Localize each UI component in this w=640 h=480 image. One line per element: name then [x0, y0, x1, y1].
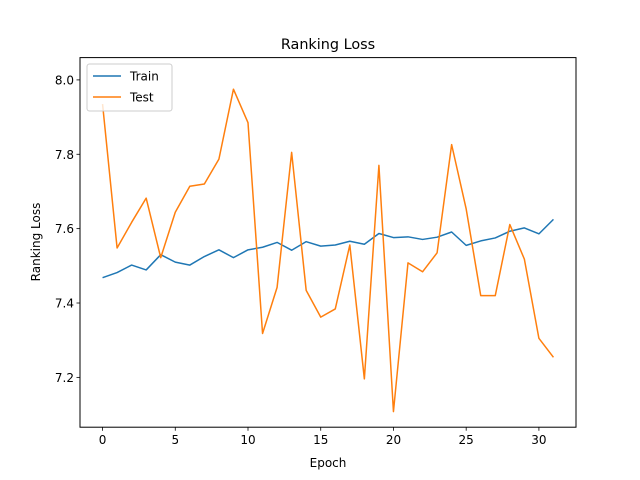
legend-label-train: Train	[129, 70, 159, 84]
y-tick-label: 7.8	[55, 148, 74, 162]
y-tick-label: 8.0	[55, 73, 74, 87]
y-tick-label: 7.6	[55, 222, 74, 236]
y-tick-label: 7.4	[55, 297, 74, 311]
x-tick-label: 10	[240, 433, 255, 447]
series-lines	[101, 88, 555, 413]
x-tick-label: 25	[459, 433, 474, 447]
axis-ticks: 0 5 10 15 20 25 30 7.2 7.4 7.6 7.8 8.0	[55, 73, 547, 447]
x-tick-label: 30	[531, 433, 546, 447]
x-tick-label: 0	[99, 433, 107, 447]
plot-frame	[79, 57, 577, 428]
y-axis-label: Ranking Loss	[29, 203, 43, 282]
x-tick-label: 20	[386, 433, 401, 447]
legend: Train Test	[86, 63, 173, 112]
legend-label-test: Test	[129, 91, 154, 105]
x-tick-label: 5	[171, 433, 179, 447]
series-line-train	[102, 218, 554, 279]
x-axis-label: Epoch	[310, 456, 347, 470]
series-line-test	[101, 88, 555, 413]
x-tick-label: 15	[313, 433, 328, 447]
chart-title: Ranking Loss	[281, 37, 375, 53]
y-tick-label: 7.2	[55, 371, 74, 385]
